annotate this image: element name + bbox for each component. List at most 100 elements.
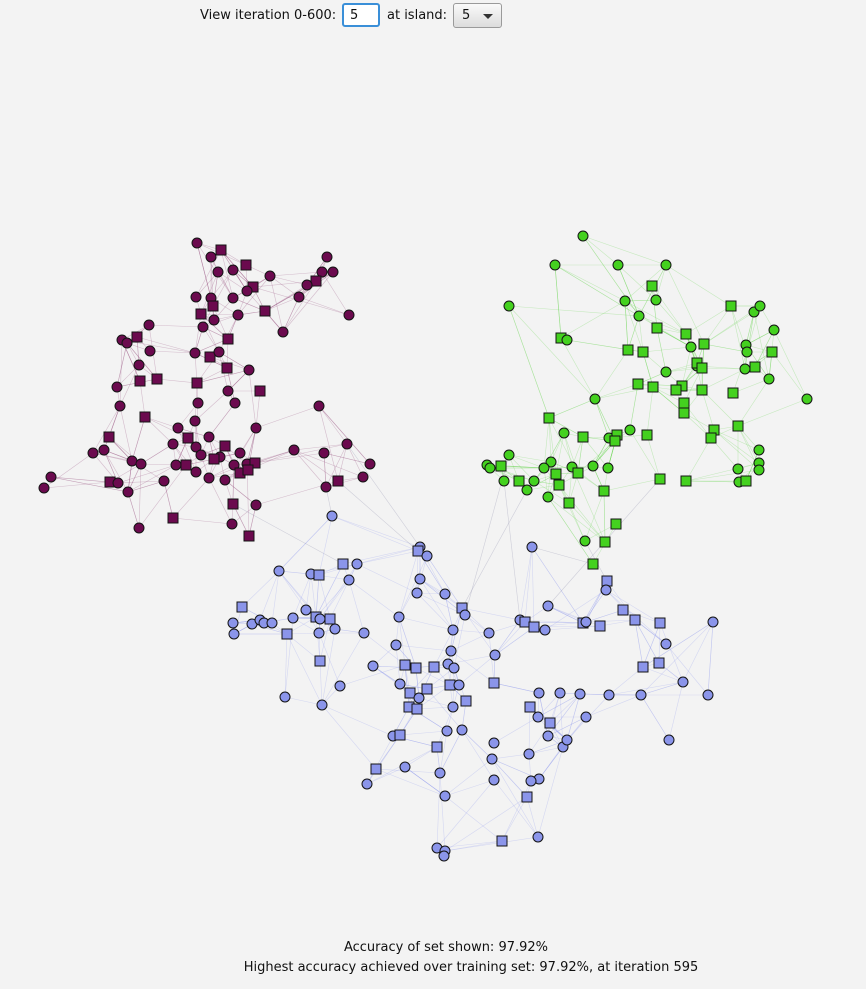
iteration-label: View iteration 0-600: [200, 8, 337, 23]
edge-purple [255, 405, 320, 429]
edge-green [685, 462, 760, 482]
edge-purple [103, 449, 119, 484]
edge-blue [278, 570, 307, 611]
edge-blue [310, 573, 317, 618]
edge-purple [237, 275, 271, 316]
island-select-value: 5 [462, 8, 471, 23]
edge-blue [339, 664, 406, 687]
edge-green [624, 300, 644, 353]
node-square-green [749, 361, 761, 373]
node-circle-green [753, 444, 765, 456]
edge-purple [131, 416, 146, 462]
edge-blue [622, 609, 661, 624]
edge-blue [356, 563, 418, 594]
edge-purple [218, 351, 250, 371]
node-square-green [696, 362, 708, 374]
edge-green [655, 299, 687, 335]
edge-green [568, 502, 586, 542]
edge-purple [172, 477, 210, 519]
island-select[interactable]: 5 [453, 3, 502, 28]
edge-blue [493, 779, 539, 838]
node-square-purple [195, 308, 207, 320]
node-circle-blue [343, 574, 355, 586]
edge-purple [224, 479, 257, 506]
node-circle-blue [287, 612, 299, 624]
edge-blue [634, 619, 660, 664]
node-circle-blue [329, 623, 341, 635]
node-circle-blue [334, 680, 346, 692]
edge-green [642, 346, 692, 353]
edge-purple [321, 271, 350, 316]
edge-blue [444, 593, 454, 631]
edge-green [642, 351, 654, 388]
node-circle-purple [227, 264, 239, 276]
node-square-green [563, 497, 575, 509]
edge-purple [103, 449, 119, 484]
node-square-green [678, 397, 690, 409]
node-circle-purple [192, 397, 204, 409]
node-square-green [732, 420, 744, 432]
node-circle-purple [313, 400, 325, 412]
edge-blue [608, 681, 684, 696]
edge-green [642, 351, 654, 388]
edge-blue [444, 840, 503, 852]
edge-purple [195, 249, 222, 298]
node-circle-purple [135, 458, 147, 470]
edge-blue [366, 766, 406, 785]
edge-green [508, 454, 535, 482]
node-circle-purple [341, 438, 353, 450]
edge-green [548, 398, 596, 419]
edge-blue [538, 692, 549, 737]
node-circle-purple [343, 309, 355, 321]
edge-purple [208, 402, 236, 438]
edge-blue [439, 729, 463, 774]
edge-purple [202, 314, 239, 328]
edge-green [701, 367, 746, 370]
node-square-blue [601, 575, 613, 587]
iteration-input[interactable] [342, 3, 380, 27]
node-circle-blue [603, 689, 615, 701]
node-circle-blue [439, 588, 451, 600]
edge-blue [321, 628, 336, 706]
edge-blue [404, 664, 410, 708]
edge-blue [271, 570, 280, 624]
node-circle-purple [195, 449, 207, 461]
edge-purple [138, 463, 142, 529]
node-circle-blue [361, 778, 373, 790]
edge-blue [444, 836, 539, 852]
edge-green [656, 327, 667, 373]
edge-blue [640, 681, 684, 696]
node-circle-purple [203, 431, 215, 443]
edge-purple [246, 427, 257, 465]
edge-blue [544, 625, 601, 631]
edge-blue [538, 746, 564, 780]
node-circle-blue [367, 660, 379, 672]
node-circle-purple [327, 266, 339, 278]
edge-green [547, 461, 552, 498]
edge-blue [319, 579, 350, 620]
edge-blue [547, 692, 561, 737]
edge-green [651, 285, 658, 329]
edge-purple [269, 275, 300, 298]
edge-blue [363, 632, 406, 666]
edge-green [651, 285, 658, 329]
node-circle-blue [326, 510, 338, 522]
edge-blue [444, 779, 495, 797]
edge-purple [196, 369, 250, 384]
edge-purple [138, 464, 187, 529]
edge-purple [282, 271, 334, 333]
edge-green [571, 466, 606, 543]
node-circle-purple [213, 346, 225, 358]
edge-blue [251, 623, 288, 635]
edge-green [624, 300, 687, 335]
edge-green [577, 440, 616, 474]
edge-blue [356, 550, 419, 565]
edge-purple [232, 464, 235, 505]
edge-blue [318, 515, 333, 576]
edge-blue [321, 632, 365, 706]
edge-blue [375, 734, 401, 770]
node-square-green [680, 328, 692, 340]
node-circle-purple [111, 381, 123, 393]
edge-green [701, 389, 739, 427]
edge-purple [208, 463, 248, 479]
